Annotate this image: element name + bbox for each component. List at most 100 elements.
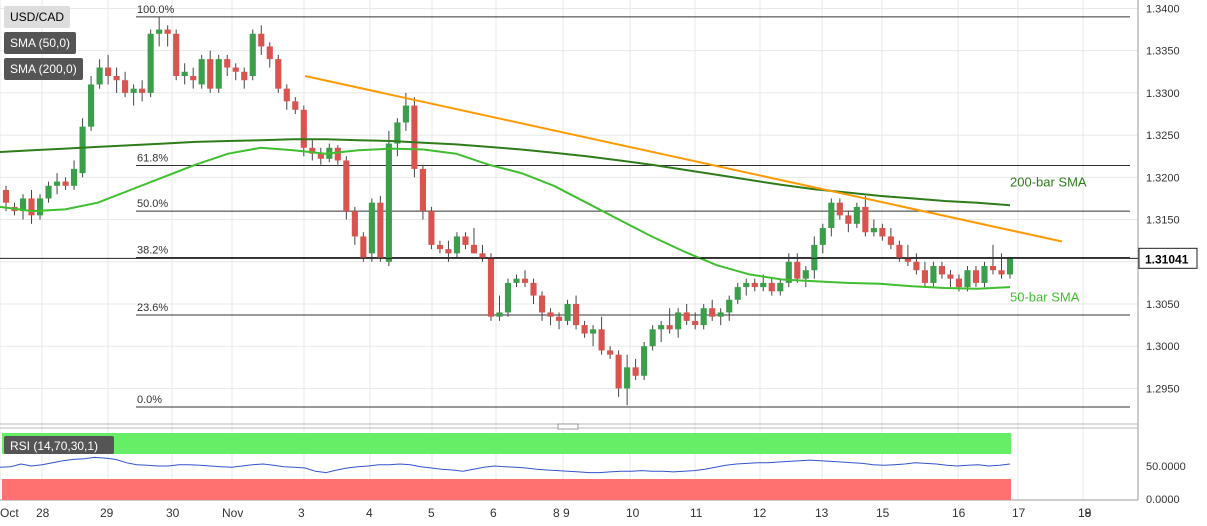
candle-bull [36, 198, 44, 216]
candle-bear [768, 282, 775, 292]
candle-bear [436, 244, 443, 250]
candle-bull [649, 329, 656, 347]
candle-bear [896, 244, 903, 258]
candle-bear [62, 181, 69, 186]
x-tick-label: 29 [100, 506, 114, 520]
candle-bear [972, 270, 980, 283]
y-tick-label: 1.2950 [1146, 383, 1180, 395]
candle-bear [258, 33, 265, 47]
candle-bear [292, 101, 299, 110]
candle-bull [19, 198, 27, 212]
candle-bull [402, 105, 409, 123]
candle-bear [190, 76, 197, 81]
candle-bull [147, 33, 154, 93]
sma50-annotation: 50-bar SMA [1010, 289, 1080, 304]
candle-bear [470, 244, 478, 254]
fib-level-label: 0.0% [137, 394, 162, 406]
candle-bull [53, 181, 61, 186]
sma200-annotation: 200-bar SMA [1010, 175, 1087, 190]
candle-bull [249, 33, 256, 76]
candle-bull [743, 282, 750, 288]
x-tick-label: 17 [1012, 506, 1026, 520]
candle-bull [717, 312, 724, 317]
y-tick-label: 1.3350 [1146, 46, 1180, 58]
candle-bull [590, 329, 597, 334]
candle-bull [215, 59, 222, 89]
candle-bear [487, 257, 495, 317]
candle-bull [156, 29, 163, 34]
candle-bear [309, 147, 316, 154]
rsi-oversold-zone [2, 479, 1011, 500]
candle-bull [726, 299, 733, 313]
x-tick-label: 8 9 [553, 506, 570, 520]
candle-bear [887, 236, 894, 245]
candle-bull [130, 88, 137, 93]
candle-bull [658, 325, 665, 330]
candle-bear [521, 278, 529, 283]
candle-bull [513, 278, 520, 283]
y-tick-label: 1.3250 [1146, 130, 1180, 142]
candle-bear [224, 59, 231, 68]
legend-symbol[interactable]: USD/CAD [4, 6, 71, 28]
candle-bull [785, 261, 792, 283]
candle-bull [1006, 258, 1014, 275]
candle-bear [998, 270, 1005, 275]
candle-bull [828, 202, 835, 228]
sma-line [0, 146, 1011, 290]
candle-bear [207, 59, 214, 89]
candle-bull [385, 143, 392, 262]
candle-bull [96, 67, 103, 85]
x-tick-label: 30 [166, 506, 180, 520]
candle-bear [343, 160, 350, 212]
x-tick-label: 12 [753, 506, 767, 520]
candle-bear [300, 109, 307, 148]
rsi-line [0, 456, 1011, 474]
fib-level-label: 50.0% [137, 198, 168, 210]
candle-bear [794, 261, 801, 279]
candle-bear [113, 76, 120, 81]
x-tick-label: 16 [952, 506, 966, 520]
y-tick-label: 1.3200 [1146, 172, 1180, 184]
candle-bear [241, 71, 248, 81]
candle-bull [624, 367, 631, 389]
candle-bear [709, 308, 716, 317]
candle-bear [538, 295, 546, 313]
candle-bear [351, 211, 358, 237]
candle-bear [666, 325, 673, 330]
y-tick-label: 1.3150 [1146, 215, 1180, 227]
candle-bull [760, 282, 767, 288]
candle-bull [45, 185, 52, 199]
candle-bear [428, 211, 435, 245]
resize-handle [557, 423, 579, 430]
candle-bull [504, 282, 512, 313]
candle-bear [683, 312, 690, 321]
candle-bull [964, 270, 971, 288]
fib-level-label: 61.8% [137, 153, 168, 165]
candle-bull [641, 346, 648, 376]
candle-bear [2, 190, 10, 203]
candle-bear [845, 215, 852, 224]
candle-bear [419, 168, 426, 212]
x-tick-label: 6 [490, 506, 497, 520]
candle-bear [879, 228, 886, 237]
candle-bear [904, 257, 911, 262]
candle-bull [811, 244, 818, 271]
legend-sma50[interactable]: SMA (50,0) [4, 32, 77, 54]
candle-bull [181, 71, 188, 76]
candle-bear [122, 80, 129, 93]
x-tick-label: 5 [428, 506, 435, 520]
legend-sma200[interactable]: SMA (200,0) [4, 58, 83, 80]
candle-bull [368, 202, 375, 254]
candle-bear [751, 282, 758, 288]
candle-bear [283, 88, 290, 102]
candle-bull [394, 122, 401, 144]
candle-bull [79, 126, 86, 174]
candle-bear [411, 105, 418, 169]
candle-bull [870, 228, 877, 233]
trend-line [304, 75, 1063, 243]
x-tick-label: 28 [36, 506, 50, 520]
candle-bear [547, 312, 554, 317]
candle-bear [862, 206, 869, 233]
candle-bull [734, 287, 741, 300]
